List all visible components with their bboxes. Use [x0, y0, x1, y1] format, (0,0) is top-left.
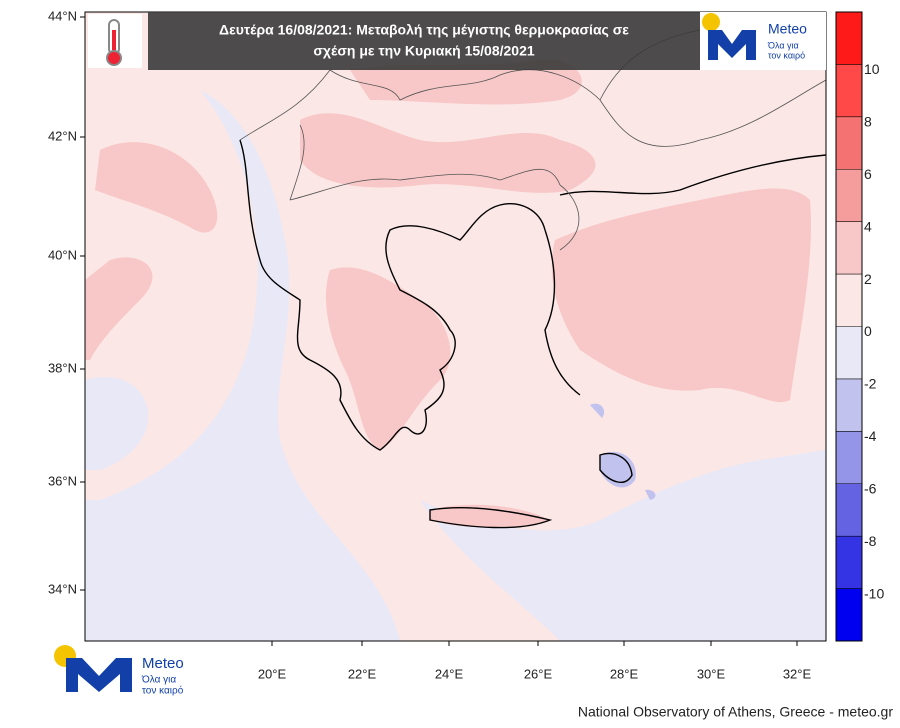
- colorbar-label: -8: [864, 533, 877, 549]
- colorbar-label: 4: [864, 218, 872, 234]
- thermometer-icon: [88, 14, 142, 68]
- lon-label: 28°E: [610, 666, 639, 681]
- colorbar-label: -6: [864, 480, 877, 496]
- colorbar-segment: [836, 431, 862, 485]
- axes: 44°N 42°N 40°N 38°N 36°N 34°N 20°E 22°E 24°E 26°E…: [48, 8, 812, 681]
- lon-label: 30°E: [697, 666, 726, 681]
- lat-label: 34°N: [48, 581, 77, 596]
- title-line: Δευτέρα 16/08/2021: Μεταβολή της μέγιστη…: [219, 22, 629, 38]
- cool-zones: [85, 90, 826, 641]
- colorbar-segment: [836, 536, 862, 590]
- colorbar-label: -4: [864, 428, 877, 444]
- coastlines: [239, 139, 826, 529]
- logo-name: Meteo: [768, 21, 807, 37]
- colorbar-label: 6: [864, 166, 872, 182]
- lon-label: 32°E: [783, 666, 812, 681]
- lon-label: 24°E: [435, 666, 464, 681]
- logo-tagline: Όλα για: [141, 675, 176, 686]
- title-line: σχέση με την Κυριακή 15/08/2021: [313, 43, 534, 59]
- colorbar-segment: [836, 588, 862, 642]
- colorbar-segment: [836, 326, 862, 380]
- logo-top: Meteo Όλα για τον καιρό: [700, 12, 826, 70]
- colorbar-segment: [836, 169, 862, 223]
- lon-label: 20°E: [258, 666, 287, 681]
- lat-label: 44°N: [48, 8, 77, 23]
- lat-label: 40°N: [48, 247, 77, 262]
- logo-bottom: Meteo Όλα για τον καιρό: [54, 645, 184, 697]
- colorbar-segment: [836, 12, 862, 65]
- warm-zones: [85, 59, 811, 528]
- logo-tagline: Όλα για: [767, 40, 799, 50]
- colorbar-segment: [836, 64, 862, 118]
- lon-label: 26°E: [524, 666, 553, 681]
- colorbar-segment: [836, 378, 862, 432]
- lat-label: 42°N: [48, 128, 77, 143]
- lon-label: 22°E: [348, 666, 377, 681]
- colorbar-label: 0: [864, 323, 872, 339]
- colorbar-label: 8: [864, 114, 872, 130]
- credit: National Observatory of Athens, Greece -…: [578, 704, 893, 720]
- colorbar-segment: [836, 116, 862, 170]
- colorbar-label: 2: [864, 271, 872, 287]
- colorbar-segment: [836, 221, 862, 275]
- map-area: [85, 12, 826, 641]
- title-box: [148, 12, 700, 70]
- colorbar-label: 10: [864, 61, 880, 77]
- colorbar-label: -2: [864, 376, 877, 392]
- logo-name: Meteo: [142, 655, 184, 672]
- logo-tagline: τον καιρό: [768, 50, 805, 60]
- logo-tagline: τον καιρό: [142, 685, 184, 697]
- colorbar-segment: [836, 274, 862, 327]
- colorbar: 10 8 6 4 2 0 -2 -4 -6 -8 -10: [835, 11, 884, 642]
- lat-label: 36°N: [48, 473, 77, 488]
- lat-label: 38°N: [48, 360, 77, 375]
- colorbar-segment: [836, 483, 862, 537]
- colorbar-label: -10: [864, 585, 884, 601]
